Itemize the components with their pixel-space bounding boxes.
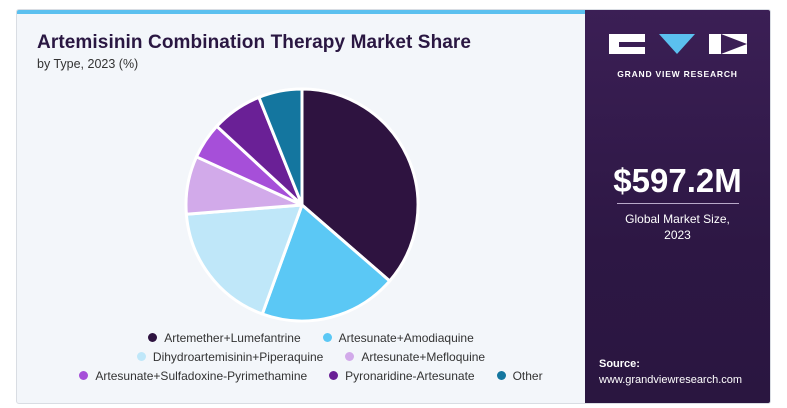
market-size-value: $597.2M xyxy=(613,162,742,199)
legend-item: Pyronaridine-Artesunate xyxy=(329,368,475,383)
chart-card: Artemisinin Combination Therapy Market S… xyxy=(16,9,771,404)
legend-label: Dihydroartemisinin+Piperaquine xyxy=(152,349,324,364)
accent-bar xyxy=(17,10,585,14)
legend-label: Artemether+Lumefantrine xyxy=(164,330,301,345)
legend-marker xyxy=(148,333,158,342)
divider xyxy=(617,203,739,204)
legend-row: Dihydroartemisinin+Piperaquine Artesunate… xyxy=(37,347,585,366)
source-link[interactable]: www.grandviewresearch.com xyxy=(599,374,743,386)
legend-item: Artemether+Lumefantrine xyxy=(148,330,301,345)
info-panel: GRAND VIEW RESEARCH $597.2M Global Marke… xyxy=(585,10,770,403)
legend-marker xyxy=(329,371,339,380)
legend-row: Artesunate+Sulfadoxine-Pyrimethamine Pyro… xyxy=(37,366,585,385)
pie-slice-2 xyxy=(260,203,392,323)
legend-label: Artesunate+Amodiaquine xyxy=(338,330,474,345)
legend-marker xyxy=(136,352,146,361)
logo-wordmark: GRAND VIEW RESEARCH xyxy=(617,69,738,79)
legend-label: Other xyxy=(512,368,543,383)
legend-label: Pyronaridine-Artesunate xyxy=(345,368,475,383)
pie-slice-3 xyxy=(184,203,304,316)
grand-view-research-logo xyxy=(609,34,747,54)
pie-chart xyxy=(184,87,420,323)
legend-item: Artesunate+Mefloquine xyxy=(345,350,485,364)
source-label: Source: xyxy=(599,358,640,370)
chart-panel: Artemisinin Combination Therapy Market S… xyxy=(17,14,585,403)
legend-label: Artesunate+Sulfadoxine-Pyrimethamine xyxy=(95,368,308,383)
chart-title: Artemisinin Combination Therapy Market S… xyxy=(37,32,472,53)
legend-item: Other xyxy=(496,368,543,383)
chart-legend: Artemether+Lumefantrine Artesunate+Amodia… xyxy=(37,328,585,385)
chart-subtitle: by Type, 2023 (%) xyxy=(37,57,139,71)
legend-item: Artesunate+Sulfadoxine-Pyrimethamine xyxy=(79,369,307,383)
market-size-label-line2: 2023 xyxy=(664,228,691,242)
legend-marker xyxy=(345,352,355,361)
market-size-label-line1: Global Market Size, xyxy=(625,212,730,226)
pie-slice-7 xyxy=(257,87,304,207)
legend-item: Dihydroartemisinin+Piperaquine xyxy=(136,349,324,364)
legend-marker xyxy=(322,333,332,342)
legend-marker xyxy=(496,371,506,380)
legend-marker xyxy=(79,371,89,380)
legend-label: Artesunate+Mefloquine xyxy=(361,349,486,364)
legend-row: Artemether+Lumefantrine Artesunate+Amodia… xyxy=(37,328,585,347)
pie-slice-1 xyxy=(300,87,420,283)
legend-item: Artesunate+Amodiaquine xyxy=(322,330,474,345)
market-size-label: Global Market Size, 2023 xyxy=(585,211,770,243)
